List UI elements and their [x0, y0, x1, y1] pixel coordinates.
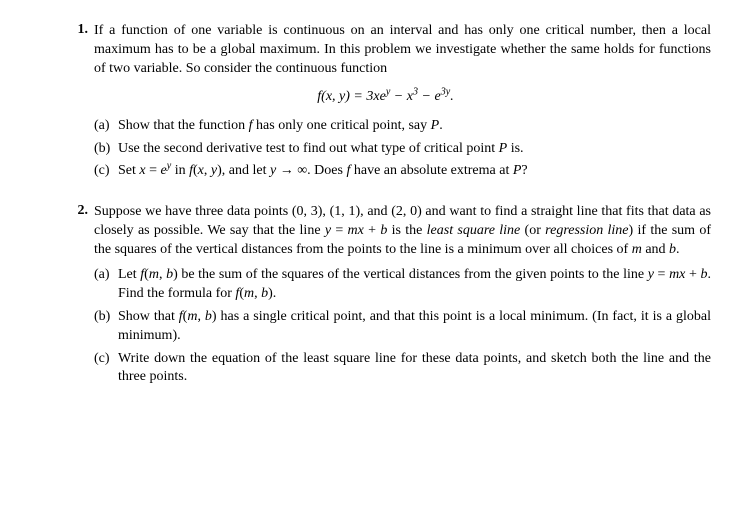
problem-1-head: 1. If a function of one variable is cont…: [60, 22, 711, 79]
part-body: Show that the function f has only one cr…: [118, 117, 711, 136]
part-label: (b): [94, 140, 118, 159]
problem-1-formula: f(x, y) = 3xey − x3 − e3y.: [60, 89, 711, 105]
part-label: (c): [94, 350, 118, 369]
part-body: Let f(m, b) be the sum of the squares of…: [118, 266, 711, 304]
problem-2-intro: Suppose we have three data points (0, 3)…: [94, 203, 711, 260]
part-label: (c): [94, 162, 118, 181]
part-body: Show that f(m, b) has a single critical …: [118, 308, 711, 346]
problem-2-subparts: (a) Let f(m, b) be the sum of the square…: [94, 266, 711, 387]
part-label: (a): [94, 266, 118, 285]
problem-1: 1. If a function of one variable is cont…: [60, 22, 711, 181]
part-label: (a): [94, 117, 118, 136]
page: 1. If a function of one variable is cont…: [0, 0, 755, 431]
problem-2-part-a: (a) Let f(m, b) be the sum of the square…: [94, 266, 711, 304]
part-body: Write down the equation of the least squ…: [118, 350, 711, 388]
problem-1-part-a: (a) Show that the function f has only on…: [94, 117, 711, 136]
problem-2-part-b: (b) Show that f(m, b) has a single criti…: [94, 308, 711, 346]
part-label: (b): [94, 308, 118, 327]
problem-1-part-c: (c) Set x = ey in f(x, y), and let y → ∞…: [94, 162, 711, 181]
problem-2-part-c: (c) Write down the equation of the least…: [94, 350, 711, 388]
problem-1-number: 1.: [60, 22, 94, 38]
problem-2-number: 2.: [60, 203, 94, 219]
problem-1-part-b: (b) Use the second derivative test to fi…: [94, 140, 711, 159]
problem-2-head: 2. Suppose we have three data points (0,…: [60, 203, 711, 260]
problem-1-subparts: (a) Show that the function f has only on…: [94, 117, 711, 182]
part-body: Set x = ey in f(x, y), and let y → ∞. Do…: [118, 162, 711, 181]
part-body: Use the second derivative test to find o…: [118, 140, 711, 159]
problem-2: 2. Suppose we have three data points (0,…: [60, 203, 711, 387]
problem-1-intro: If a function of one variable is continu…: [94, 22, 711, 79]
